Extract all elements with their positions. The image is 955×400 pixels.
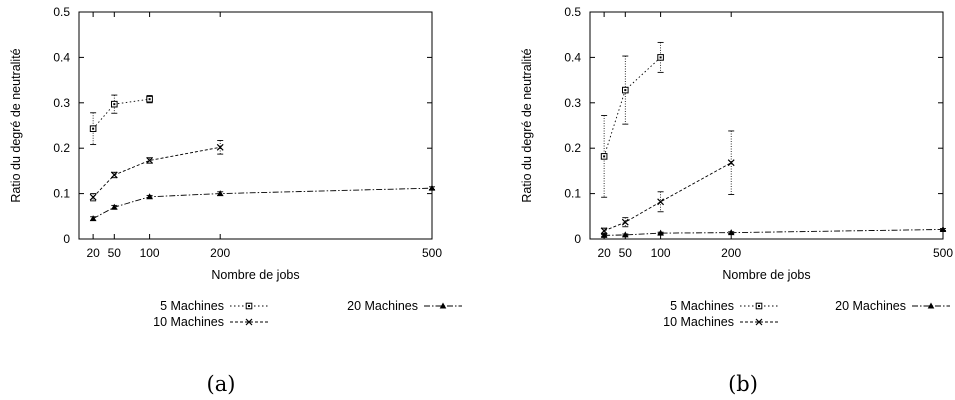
legend-label: 10 Machines — [153, 315, 224, 329]
series-line — [603, 57, 661, 157]
series-square — [89, 94, 153, 146]
panel-caption: (b) — [728, 372, 758, 396]
data-point — [146, 157, 154, 164]
x-tick-label: 20 — [86, 246, 100, 260]
legend-marker-dot — [758, 305, 760, 307]
y-tick-label: 0.3 — [564, 96, 581, 110]
x-tick-label: 500 — [422, 246, 442, 260]
legend-marker — [245, 318, 253, 326]
chart-panel-a: 0 0.1 0.2 0.3 0.4 0.5 20 50 100 200 500 Nombre de j… — [9, 5, 462, 396]
series-triangle — [600, 225, 947, 238]
y-axis-label: Ratio du degré de neutralité — [9, 48, 23, 202]
legend-label: 10 Machines — [663, 315, 734, 329]
y-tick-label: 0.2 — [53, 141, 70, 155]
legend-label: 5 Machines — [160, 299, 224, 313]
data-point — [622, 231, 629, 238]
data-point — [939, 225, 947, 232]
panel-caption: (a) — [207, 372, 236, 396]
x-tick-label: 50 — [619, 246, 633, 260]
x-tick-label: 200 — [210, 246, 230, 260]
y-tick-label: 0.3 — [53, 96, 70, 110]
y-axis-label: Ratio du degré de neutralité — [520, 48, 534, 202]
data-point — [111, 203, 118, 210]
x-tick-label: 50 — [108, 246, 122, 260]
data-point-dot — [113, 103, 116, 106]
data-point — [89, 215, 97, 222]
y-tick-label: 0.1 — [53, 187, 70, 201]
y-tick-label: 0.2 — [564, 141, 581, 155]
plot-frame — [78, 11, 433, 240]
legend-label: 20 Machines — [347, 299, 418, 313]
y-tick-label: 0 — [574, 232, 581, 246]
data-point — [110, 171, 118, 179]
legend-label: 20 Machines — [835, 299, 906, 313]
data-point — [657, 198, 665, 206]
legend-label: 5 Machines — [670, 299, 734, 313]
y-tick-label: 0.5 — [564, 5, 581, 19]
x-tick-label: 200 — [721, 246, 741, 260]
legend-marker — [755, 318, 763, 326]
data-point — [89, 193, 97, 201]
series-x — [89, 140, 224, 202]
legend-marker-dot — [248, 305, 250, 307]
series-x — [600, 130, 735, 235]
x-axis-label: Nombre de jobs — [722, 268, 810, 282]
data-point-dot — [148, 98, 151, 101]
series-line — [604, 229, 944, 236]
data-point — [146, 193, 153, 200]
data-point — [727, 159, 735, 167]
plot-frame — [589, 11, 944, 240]
y-tick-label: 0.1 — [564, 187, 581, 201]
data-point — [727, 229, 735, 236]
x-tick-label: 100 — [651, 246, 671, 260]
series-square — [600, 41, 664, 198]
x-axis-label: Nombre de jobs — [211, 268, 299, 282]
y-tick-label: 0 — [63, 232, 70, 246]
data-point — [216, 143, 224, 151]
data-point — [216, 190, 224, 197]
y-tick-label: 0.5 — [53, 5, 70, 19]
series-line — [92, 187, 433, 219]
data-point-dot — [603, 155, 606, 158]
x-tick-label: 100 — [140, 246, 160, 260]
series-line — [603, 162, 732, 232]
data-point — [428, 184, 436, 191]
data-point-dot — [92, 127, 95, 130]
series-line — [92, 146, 221, 198]
data-point-dot — [659, 56, 662, 59]
series-line — [92, 98, 150, 129]
data-point — [657, 229, 664, 236]
legend: 5 Machines 10 Machines 20 Machines — [663, 299, 950, 329]
data-point-dot — [624, 89, 627, 92]
data-point — [621, 218, 629, 226]
chart-panel-b: 0 0.1 0.2 0.3 0.4 0.5 20 50 100 200 500 Nombre de j… — [520, 5, 953, 396]
x-tick-label: 500 — [933, 246, 953, 260]
x-tick-label: 20 — [597, 246, 611, 260]
y-tick-label: 0.4 — [564, 50, 581, 64]
data-point — [600, 231, 608, 238]
y-tick-label: 0.4 — [53, 50, 70, 64]
legend-marker — [927, 302, 935, 309]
legend: 5 Machines 10 Machines 20 Machines — [153, 299, 462, 329]
series-triangle — [89, 184, 436, 222]
data-point — [600, 227, 608, 235]
legend-marker — [439, 302, 447, 309]
